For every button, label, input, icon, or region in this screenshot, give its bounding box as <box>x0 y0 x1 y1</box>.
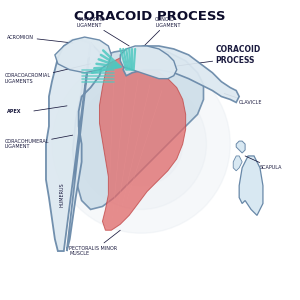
Polygon shape <box>123 46 239 102</box>
Polygon shape <box>233 156 242 171</box>
Text: CORACOHUMERAL
LIGAMENT: CORACOHUMERAL LIGAMENT <box>4 135 73 149</box>
Text: CONOID
LIGAMENT: CONOID LIGAMENT <box>141 17 181 49</box>
Text: CORACOACROMIAL
LIGAMENTS: CORACOACROMIAL LIGAMENTS <box>4 64 91 84</box>
Polygon shape <box>236 141 245 153</box>
Circle shape <box>52 55 230 233</box>
Ellipse shape <box>64 38 94 59</box>
Text: ACROMION: ACROMION <box>7 34 73 43</box>
Polygon shape <box>100 58 186 230</box>
Text: TRAPEZOID
LIGAMENT: TRAPEZOID LIGAMENT <box>76 17 129 46</box>
Polygon shape <box>55 37 111 73</box>
Polygon shape <box>239 156 263 215</box>
Text: APEX: APEX <box>7 109 22 114</box>
Polygon shape <box>46 40 102 251</box>
Text: CORACOID
PROCESS: CORACOID PROCESS <box>215 45 261 64</box>
Text: SCAPULA: SCAPULA <box>245 156 283 170</box>
Circle shape <box>76 79 206 209</box>
Text: CORACOID PROCESS: CORACOID PROCESS <box>74 10 226 23</box>
Text: PECTORALIS MINOR
MUSCLE: PECTORALIS MINOR MUSCLE <box>70 230 120 256</box>
Polygon shape <box>73 49 203 209</box>
Circle shape <box>100 102 183 186</box>
Text: CLAVICLE: CLAVICLE <box>224 94 263 105</box>
Polygon shape <box>120 46 177 79</box>
Text: HUMERUS: HUMERUS <box>60 182 65 207</box>
